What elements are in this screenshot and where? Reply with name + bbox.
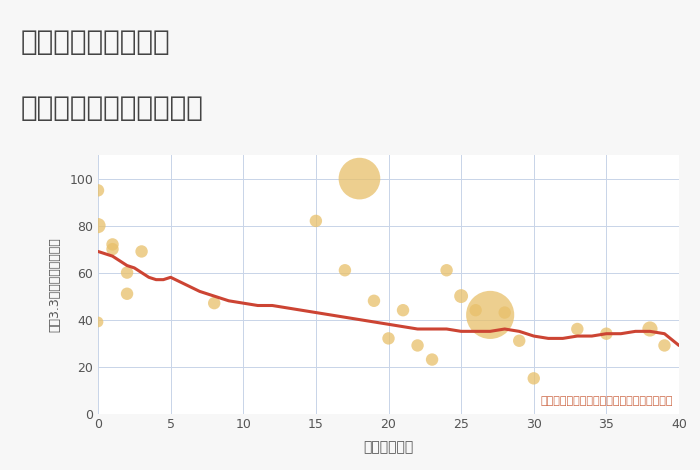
Y-axis label: 坪（3.3㎡）単価（万円）: 坪（3.3㎡）単価（万円） bbox=[48, 237, 61, 332]
X-axis label: 築年数（年）: 築年数（年） bbox=[363, 440, 414, 454]
Point bbox=[645, 325, 656, 333]
Point bbox=[484, 311, 496, 319]
Point bbox=[92, 222, 104, 229]
Point bbox=[426, 356, 438, 363]
Point bbox=[92, 318, 104, 326]
Point bbox=[572, 325, 583, 333]
Point bbox=[528, 375, 539, 382]
Point bbox=[310, 217, 321, 225]
Point bbox=[122, 269, 133, 276]
Point bbox=[122, 290, 133, 298]
Point bbox=[383, 335, 394, 342]
Point bbox=[368, 297, 379, 305]
Point bbox=[499, 309, 510, 316]
Point bbox=[601, 330, 612, 337]
Point bbox=[514, 337, 525, 345]
Point bbox=[441, 266, 452, 274]
Point bbox=[456, 292, 467, 300]
Point bbox=[92, 187, 104, 194]
Point bbox=[659, 342, 670, 349]
Point bbox=[107, 245, 118, 253]
Point bbox=[354, 175, 365, 182]
Text: 埼玉県鴻巣市川面の: 埼玉県鴻巣市川面の bbox=[21, 28, 171, 56]
Text: 築年数別中古戸建て価格: 築年数別中古戸建て価格 bbox=[21, 94, 204, 122]
Point bbox=[470, 306, 482, 314]
Point bbox=[136, 248, 147, 255]
Point bbox=[412, 342, 423, 349]
Point bbox=[107, 241, 118, 248]
Point bbox=[209, 299, 220, 307]
Point bbox=[398, 306, 409, 314]
Point bbox=[340, 266, 351, 274]
Text: 円の大きさは、取引のあった物件面積を示す: 円の大きさは、取引のあった物件面積を示す bbox=[540, 396, 673, 406]
